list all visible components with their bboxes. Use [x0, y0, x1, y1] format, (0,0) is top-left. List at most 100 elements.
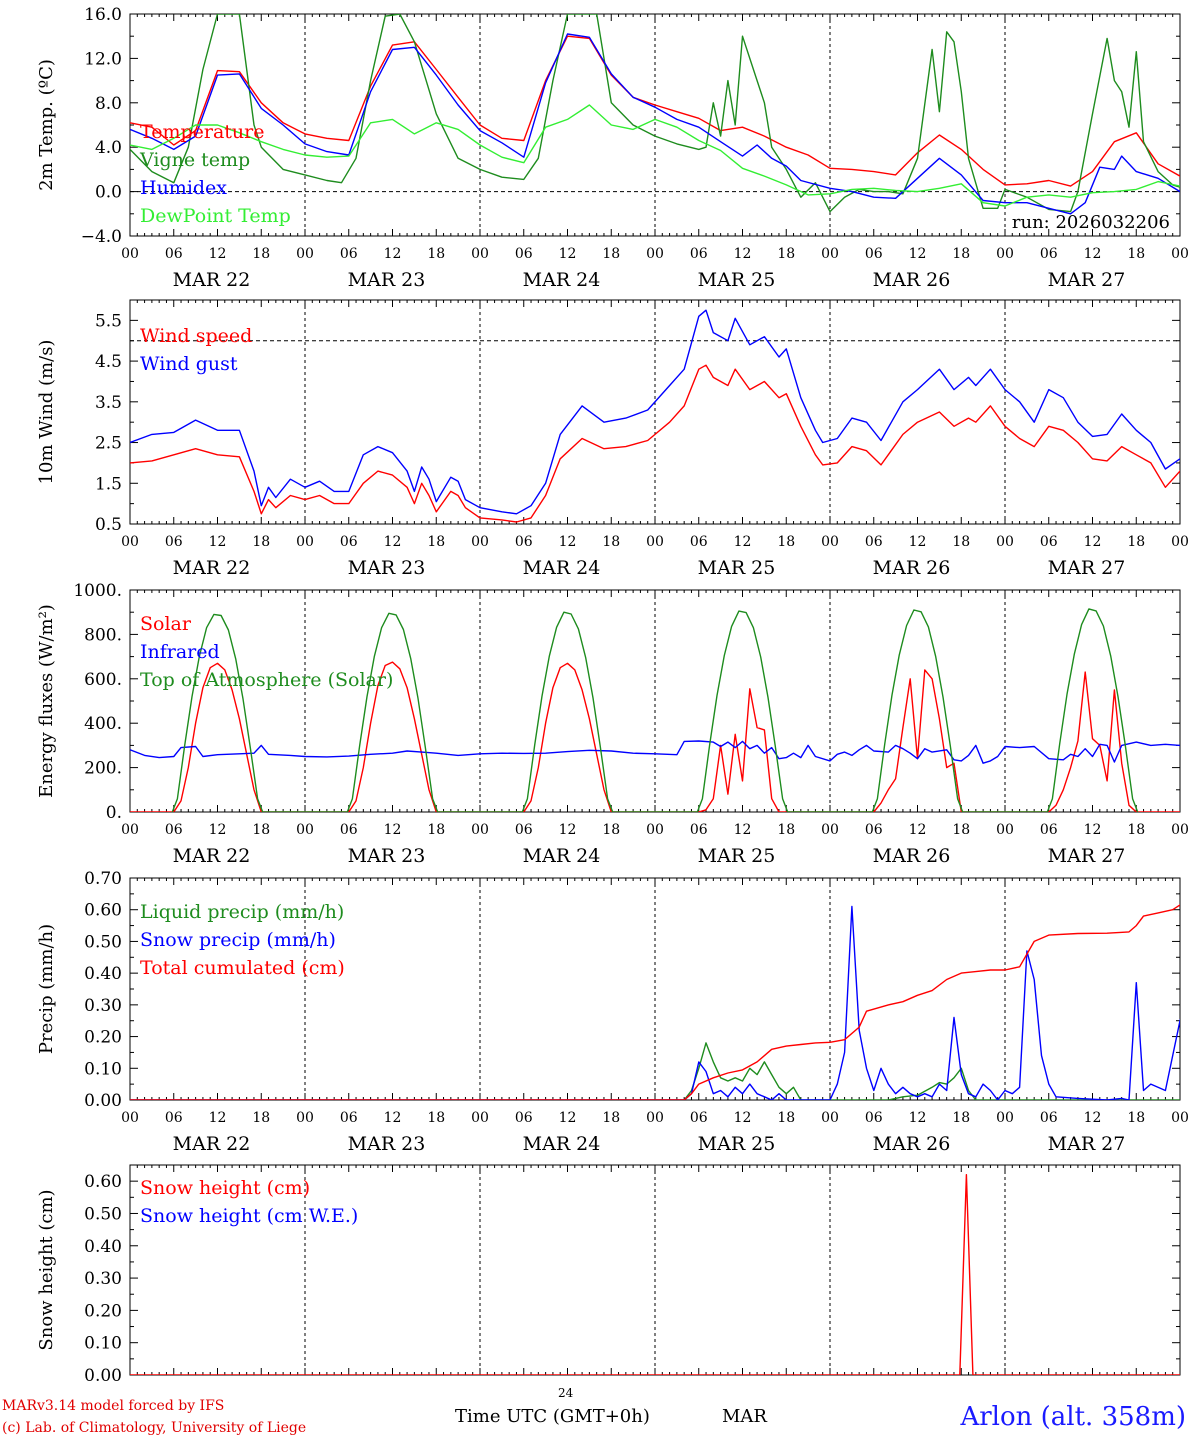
x-tick-label: 12 — [209, 246, 227, 262]
x-tick-label: 00 — [821, 1110, 839, 1126]
legend-entry: Solar — [140, 613, 192, 635]
y-tick-label: 200. — [84, 759, 122, 779]
x-tick-label: 12 — [909, 534, 927, 550]
x-tick-label: 06 — [165, 534, 183, 550]
x-tick-label: 06 — [340, 534, 358, 550]
series-line-snow-precip-mm-h- — [130, 905, 1180, 1100]
x-tick-label: 06 — [165, 246, 183, 262]
day-label: MAR 26 — [873, 845, 951, 867]
x-tick-label: 06 — [515, 534, 533, 550]
x-tick-label: 00 — [296, 1110, 314, 1126]
y-tick-label: 400. — [84, 714, 122, 734]
x-tick-label: 18 — [427, 534, 445, 550]
day-label: MAR 27 — [1048, 269, 1126, 291]
run-annotation: run: 2026032206 — [1012, 212, 1170, 233]
y-tick-label: 0.0 — [95, 183, 122, 203]
bottom-month-label: MAR — [722, 1406, 767, 1427]
x-tick-label: 12 — [909, 822, 927, 838]
x-tick-label: 12 — [559, 246, 577, 262]
x-tick-label: 12 — [1084, 1110, 1102, 1126]
y-tick-label: 5.5 — [95, 311, 122, 331]
y-tick-label: 0.5 — [95, 515, 122, 535]
bottom-xaxis-title: Time UTC (GMT+0h) — [455, 1406, 650, 1427]
x-tick-label: 00 — [296, 534, 314, 550]
x-tick-label: 18 — [952, 1110, 970, 1126]
x-tick-label: 12 — [384, 246, 402, 262]
x-tick-label: 12 — [734, 246, 752, 262]
x-tick-label: 06 — [865, 534, 883, 550]
x-tick-label: 06 — [690, 822, 708, 838]
x-tick-label: 12 — [559, 822, 577, 838]
x-tick-label: 00 — [121, 534, 139, 550]
legend-entry: Temperature — [140, 121, 264, 143]
y-tick-label: 12.0 — [84, 49, 122, 69]
x-tick-label: 18 — [1127, 246, 1145, 262]
x-tick-label: 18 — [252, 1110, 270, 1126]
x-tick-label: 18 — [952, 246, 970, 262]
legend-entry: Vigne temp — [139, 149, 250, 171]
x-tick-label: 06 — [690, 534, 708, 550]
x-tick-label: 18 — [777, 246, 795, 262]
x-tick-label: 18 — [602, 246, 620, 262]
x-tick-label: 12 — [734, 534, 752, 550]
legend-entry: Humidex — [140, 177, 227, 199]
y-tick-label: 0.20 — [84, 1028, 122, 1048]
x-tick-label: 18 — [427, 822, 445, 838]
x-tick-label: 12 — [209, 534, 227, 550]
y-tick-label: 600. — [84, 670, 122, 690]
legend-entry: Wind speed — [140, 325, 252, 347]
day-label: MAR 26 — [873, 269, 951, 291]
y-tick-label: −4.0 — [81, 227, 122, 247]
x-tick-label: 18 — [427, 246, 445, 262]
legend-entry: Snow precip (mm/h) — [140, 929, 336, 951]
y-tick-label: 0.60 — [84, 901, 122, 921]
x-tick-label: 00 — [471, 822, 489, 838]
day-label: MAR 27 — [1048, 557, 1126, 579]
y-tick-label: 8.0 — [95, 94, 122, 114]
y-tick-label: 0.30 — [84, 1269, 122, 1289]
y-axis-title: Snow height (cm) — [36, 1189, 57, 1350]
x-tick-label: 18 — [777, 534, 795, 550]
y-tick-label: 2.5 — [95, 434, 122, 454]
x-tick-label: 00 — [121, 822, 139, 838]
x-tick-label: 00 — [471, 1110, 489, 1126]
model-credit-line1: MARv3.14 model forced by IFS — [2, 1398, 225, 1414]
x-tick-label: 18 — [952, 822, 970, 838]
legend-entry: Liquid precip (mm/h) — [140, 901, 344, 923]
x-tick-label: 00 — [996, 1110, 1014, 1126]
legend-entry: Snow height (cm) — [140, 1177, 310, 1199]
series-line-temperature — [130, 35, 1180, 187]
x-tick-label: 18 — [602, 822, 620, 838]
x-tick-label: 06 — [515, 246, 533, 262]
y-tick-label: 0.40 — [84, 964, 122, 984]
chart-panel-3: 00 06 12 18 00 06 12 18 00 06 12 18 00 06 12 18 00 06 12 18… — [36, 581, 1189, 867]
x-tick-label: 00 — [121, 1110, 139, 1126]
y-tick-label: 0.10 — [84, 1059, 122, 1079]
x-tick-label: 18 — [777, 822, 795, 838]
y-axis-title: 2m Temp. (ºC) — [36, 59, 57, 191]
y-tick-label: 0.20 — [84, 1301, 122, 1321]
x-tick-label: 00 — [296, 246, 314, 262]
y-axis-title: Precip (mm/h) — [36, 924, 57, 1054]
chart-panel-4: 00 06 12 18 00 06 12 18 00 06 12 18 00 06 12 18 00 06 12 18… — [36, 869, 1189, 1155]
x-tick-label: 06 — [1040, 246, 1058, 262]
series-line-infrared — [130, 740, 1180, 764]
y-tick-label: 0.50 — [84, 1204, 122, 1224]
y-tick-label: 0.50 — [84, 932, 122, 952]
series-line-liquid-precip-mm-h- — [130, 1042, 1180, 1100]
x-tick-label: 12 — [209, 1110, 227, 1126]
x-tick-label: 06 — [865, 1110, 883, 1126]
chart-panel-2: 00 06 12 18 00 06 12 18 00 06 12 18 00 06 12 18 00 06 12 18… — [36, 299, 1189, 579]
x-tick-label: 00 — [646, 534, 664, 550]
y-tick-label: 800. — [84, 625, 122, 645]
y-tick-label: 3.5 — [95, 393, 122, 413]
x-tick-label: 00 — [646, 1110, 664, 1126]
x-tick-label: 00 — [996, 822, 1014, 838]
x-tick-label: 12 — [734, 822, 752, 838]
day-label: MAR 25 — [698, 845, 776, 867]
chart-panel-5: 0.00 0.10 0.20 0.30 0.40 0.50 0.60 Snow height … — [36, 1164, 1181, 1386]
x-tick-label: 00 — [646, 246, 664, 262]
series-line-vigne-temp — [130, 14, 1180, 213]
x-tick-label: 06 — [1040, 1110, 1058, 1126]
